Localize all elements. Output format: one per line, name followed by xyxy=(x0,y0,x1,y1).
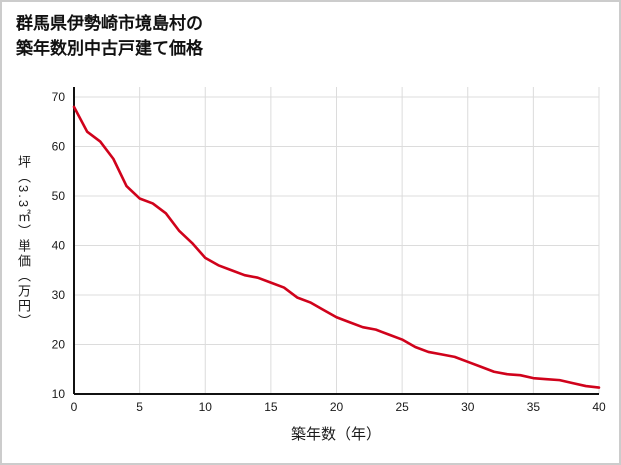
x-tick-label: 25 xyxy=(395,400,409,414)
x-tick-label: 5 xyxy=(136,400,143,414)
price-line xyxy=(72,105,601,390)
x-tick-label: 30 xyxy=(461,400,475,414)
chart-svg: 0 5 10 15 20 25 30 35 40 10 20 30 40 50 60 70 築年数（年） xyxy=(52,87,606,443)
tick-labels: 0 5 10 15 20 25 30 35 40 10 20 30 40 50 60 70 xyxy=(52,90,606,414)
price-line-series xyxy=(72,105,601,390)
y-tick-label: 40 xyxy=(52,239,66,253)
y-tick-label: 50 xyxy=(52,189,66,203)
chart-title-line2: 築年数別中古戸建て価格 xyxy=(16,38,203,58)
y-tick-label: 70 xyxy=(52,90,66,104)
y-tick-label: 20 xyxy=(52,338,66,352)
gridlines xyxy=(74,87,600,395)
x-tick-label: 10 xyxy=(199,400,213,414)
y-tick-label: 10 xyxy=(52,387,66,401)
axes xyxy=(73,87,599,396)
y-axis-label: 坪（3.3㎡）単価（万円） xyxy=(16,155,31,330)
y-axis-label-container: 坪（3.3㎡）単価（万円） xyxy=(14,88,33,397)
y-tick-label: 30 xyxy=(52,288,66,302)
x-tick-label: 35 xyxy=(527,400,541,414)
x-tick-label: 40 xyxy=(592,400,606,414)
x-tick-label: 0 xyxy=(71,400,78,414)
x-tick-label: 15 xyxy=(264,400,278,414)
x-tick-label: 20 xyxy=(330,400,344,414)
y-tick-label: 60 xyxy=(52,140,66,154)
chart-title-line1: 群馬県伊勢崎市境島村の xyxy=(16,14,203,33)
chart-title: 群馬県伊勢崎市境島村の 築年数別中古戸建て価格 xyxy=(2,2,619,61)
x-axis-label: 築年数（年） xyxy=(291,425,381,443)
